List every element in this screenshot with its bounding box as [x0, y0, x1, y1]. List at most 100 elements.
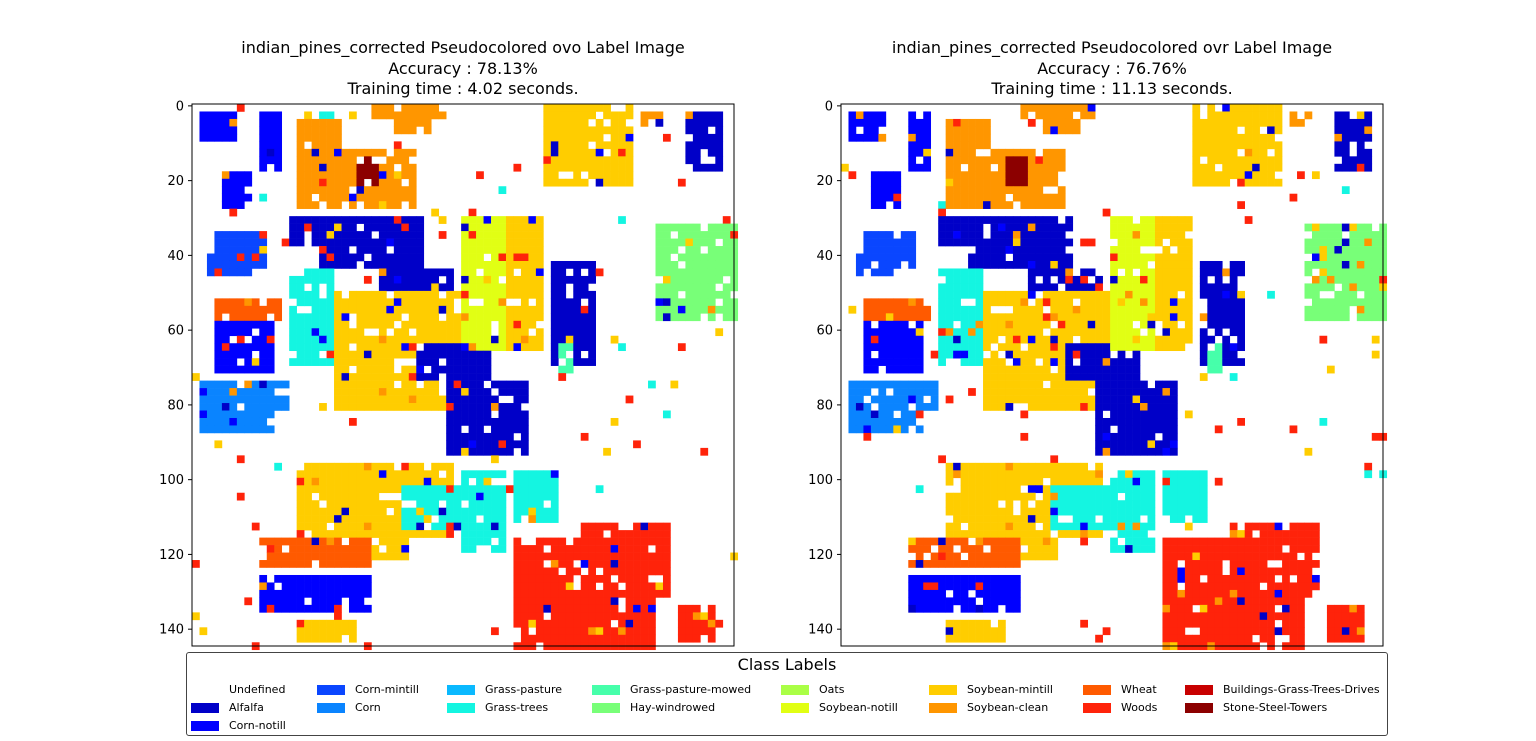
pixel-alfalfa — [1229, 298, 1238, 307]
pixel-soybean-mintill — [1177, 216, 1186, 224]
pixel-grass-trees — [498, 545, 507, 553]
pixel-soybean-mintill — [1222, 171, 1231, 180]
pixel-alfalfa — [1125, 365, 1133, 374]
pixel-wheat — [281, 560, 290, 568]
pixel-soybean-mintill — [535, 335, 544, 344]
pixel-soybean-clean — [960, 186, 969, 195]
pixel-hay-windrowed — [1334, 238, 1343, 247]
pixel-hay-windrowed — [685, 298, 694, 307]
pixel-grass-trees — [953, 283, 961, 292]
pixel-hay-windrowed — [1364, 283, 1373, 292]
pixel-alfalfa — [1110, 388, 1118, 396]
pixel-soybean-mintill — [408, 365, 417, 374]
pixel-soybean-clean — [326, 537, 335, 546]
pixel-alfalfa — [1147, 320, 1156, 329]
pixel-corn-notill — [244, 178, 253, 187]
pixel-soybean-mintill — [341, 477, 350, 486]
pixel-soybean-clean — [371, 111, 380, 120]
pixel-soybean-mintill — [983, 305, 991, 314]
pixel-soybean-mintill — [378, 485, 387, 494]
pixel-hay-windrowed — [692, 260, 701, 269]
pixel-woods — [588, 619, 596, 628]
pixel-grass-trees — [1199, 485, 1208, 494]
pixel-soybean-clean — [1035, 193, 1044, 202]
pixel-hay-windrowed — [1311, 231, 1320, 239]
pixel-grass-trees — [1341, 186, 1350, 195]
pixel-soybean-mintill — [1207, 111, 1216, 120]
pixel-corn — [259, 395, 268, 404]
pixel-alfalfa — [1012, 260, 1021, 269]
pixel-hay-windrowed — [1364, 231, 1373, 239]
pixel-soybean-clean — [975, 156, 984, 165]
pixel-alfalfa — [1132, 447, 1141, 456]
pixel-corn-mintill — [893, 260, 902, 269]
pixel-soybean-mintill — [363, 388, 372, 396]
pixel-corn-notill — [893, 335, 902, 344]
pixel-corn — [893, 417, 902, 426]
pixel-corn — [214, 410, 223, 419]
pixel-hay-windrowed — [1341, 313, 1350, 322]
pixel-alfalfa — [446, 388, 454, 396]
pixel-woods — [1162, 545, 1171, 553]
pixel-soybean-mintill — [565, 126, 574, 135]
pixel-soybean-mintill — [610, 163, 619, 172]
pixel-soybean-notill — [1110, 290, 1118, 299]
pixel-alfalfa — [1050, 268, 1059, 277]
pixel-soybean-mintill — [446, 298, 454, 307]
pixel-hay-windrowed — [677, 268, 686, 277]
pixel-soybean-mintill — [528, 313, 537, 322]
pixel-soybean-mintill — [1072, 380, 1081, 389]
pixel-soybean-mintill — [968, 515, 976, 523]
pixel-alfalfa — [1229, 320, 1238, 329]
pixel-soybean-mintill — [1154, 283, 1163, 292]
pixel-woods — [580, 627, 589, 636]
pixel-soybean-mintill — [356, 365, 365, 374]
pixel-alfalfa — [960, 231, 969, 239]
pixel-grass-trees — [498, 507, 507, 516]
pixel-grass-trees — [618, 216, 626, 224]
pixel-alfalfa — [1140, 410, 1148, 419]
pixel-soybean-mintill — [431, 283, 440, 292]
pixel-soybean-clean — [348, 148, 357, 157]
pixel-woods — [1214, 634, 1223, 643]
pixel-alfalfa — [505, 410, 514, 419]
pixel-soybean-mintill — [1035, 395, 1044, 404]
pixel-soybean-notill — [1140, 223, 1148, 232]
pixel-wheat — [319, 560, 327, 568]
pixel-soybean-mintill — [1020, 492, 1029, 501]
pixel-corn-notill — [341, 589, 350, 598]
pixel-soybean-notill — [461, 305, 469, 314]
pixel-alfalfa — [319, 223, 327, 232]
pixel-soybean-notill — [483, 231, 492, 239]
pixel-soybean-mintill — [528, 619, 537, 628]
pixel-grass-trees — [311, 358, 320, 366]
pixel-soybean-mintill — [565, 118, 574, 127]
pixel-corn-mintill — [236, 268, 245, 277]
pixel-alfalfa — [1132, 432, 1141, 441]
pixel-woods — [588, 567, 596, 576]
pixel-soybean-clean — [1020, 104, 1029, 112]
pixel-woods — [692, 604, 701, 613]
pixel-alfalfa — [461, 395, 469, 404]
pixel-corn-notill — [878, 178, 887, 187]
pixel-grass-trees — [483, 470, 492, 479]
pixel-soybean-mintill — [983, 492, 991, 501]
pixel-soybean-mintill — [1080, 388, 1089, 396]
pixel-soybean-mintill — [378, 365, 387, 374]
pixel-corn-notill — [229, 328, 238, 337]
pixel-soybean-mintill — [483, 477, 492, 486]
pixel-corn-notill — [1244, 171, 1253, 180]
pixel-woods — [558, 574, 567, 583]
pixel-corn-notill — [960, 597, 969, 606]
pixel-alfalfa — [1027, 231, 1036, 239]
pixel-grass-trees — [438, 492, 447, 501]
pixel-soybean-notill — [1125, 305, 1133, 314]
pixel-corn-notill — [990, 574, 999, 583]
pixel-soybean-mintill — [334, 522, 342, 531]
pixel-corn-notill — [199, 111, 208, 120]
pixel-wheat — [878, 298, 887, 307]
pixel-soybean-mintill — [1080, 328, 1089, 337]
pixel-hay-windrowed — [677, 298, 686, 307]
pixel-woods — [505, 485, 514, 494]
pixel-alfalfa — [1341, 627, 1350, 636]
